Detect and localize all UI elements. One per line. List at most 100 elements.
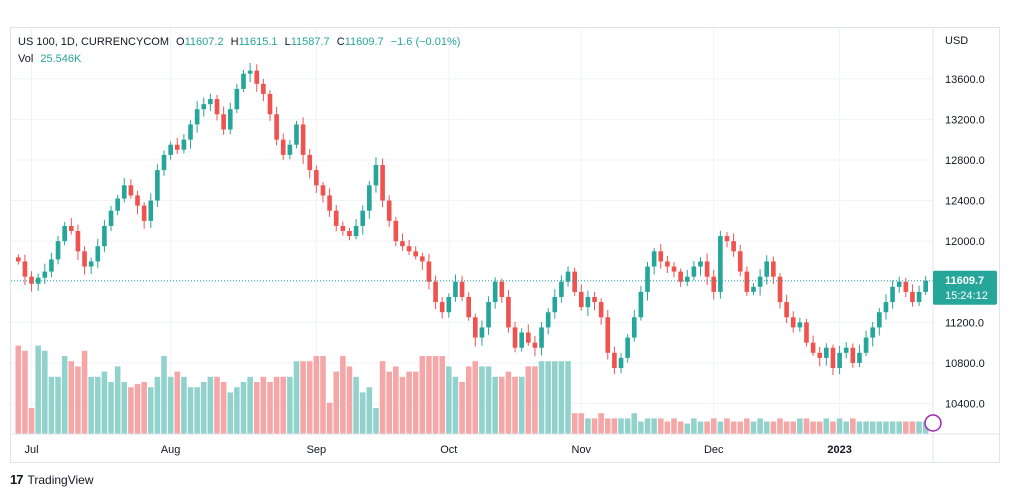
tradingview-logo-icon: 17 (10, 472, 24, 487)
candle-body (115, 198, 120, 211)
volume-bar (558, 361, 565, 434)
y-tick-label: 12800.0 (945, 155, 985, 167)
volume-bar (128, 387, 134, 434)
tradingview-branding[interactable]: 17 TradingView (10, 472, 94, 487)
price-tag-countdown: 15:24:12 (945, 290, 988, 302)
x-tick-label: Sep (307, 444, 327, 456)
volume-bar (869, 421, 876, 434)
candle-body (830, 347, 836, 369)
candle-body (539, 327, 544, 348)
candle-body (247, 70, 253, 74)
volume-bar (22, 350, 28, 434)
candle-body (221, 114, 226, 130)
volume-bar (664, 421, 671, 434)
volume-bar (724, 418, 730, 434)
candle-body (95, 246, 101, 262)
candle-body (724, 236, 730, 242)
volume-bar (379, 361, 386, 434)
volume-bar (181, 376, 187, 434)
volume-bar (850, 418, 856, 434)
volume-bar (439, 356, 445, 434)
tradingview-name: TradingView (27, 472, 94, 487)
volume-bar (512, 376, 518, 434)
candle-body (22, 261, 28, 277)
chart-frame (10, 27, 1000, 463)
volume-bar (598, 413, 604, 434)
volume-bar (114, 366, 121, 434)
candle-body (181, 139, 187, 150)
volume-bar (108, 382, 114, 434)
volume-bar (373, 408, 379, 434)
candle-body (194, 109, 200, 125)
candle-body (757, 276, 763, 287)
volume-bar (247, 376, 253, 434)
volume-bar (227, 392, 234, 434)
volume-bar (552, 361, 558, 434)
volume-bar (797, 418, 803, 434)
candle-body (631, 317, 637, 338)
candle-body (797, 322, 803, 328)
volume-bar (399, 376, 406, 434)
candle-body (373, 165, 379, 186)
candle-body (174, 144, 180, 150)
candle-body (214, 99, 220, 115)
candle-body (572, 271, 577, 292)
candle-body (499, 281, 505, 297)
volume-bar (836, 418, 843, 434)
volume-bar (896, 421, 902, 434)
volume-bar (253, 382, 260, 434)
candle-body (300, 124, 306, 155)
candle-body (883, 302, 889, 313)
volume-bar (856, 421, 863, 434)
volume-bar (651, 418, 657, 434)
volume-bar (333, 371, 340, 434)
candle-body (857, 352, 862, 363)
candle-body (314, 170, 319, 186)
candle-body (843, 347, 849, 353)
candle-body (227, 109, 233, 130)
volume-bar (863, 421, 869, 434)
volume-bar (677, 421, 684, 434)
candle-body (208, 99, 213, 105)
volume-legend: Vol 25.546K (18, 53, 85, 65)
high-value: 11615.1 (238, 36, 278, 48)
volume-bar (518, 376, 525, 434)
open-label: O (176, 36, 185, 48)
volume-bar (624, 418, 631, 434)
volume-bar (671, 418, 677, 434)
volume-bar (48, 376, 55, 434)
volume-bar (790, 421, 797, 434)
y-tick-label: 11200.0 (945, 317, 984, 329)
volume-bar (214, 376, 220, 434)
volume-bar (194, 387, 200, 434)
volume-bar (591, 418, 598, 434)
volume-bar (492, 376, 498, 434)
volume-bar (638, 421, 644, 434)
candle-body (413, 251, 419, 257)
candle-body (42, 271, 48, 278)
volume-bar (306, 361, 313, 434)
volume-bar (578, 413, 585, 434)
candle-body (744, 271, 750, 292)
volume-bar (631, 413, 638, 434)
candle-body (817, 352, 823, 358)
candle-body (565, 271, 571, 282)
candle-body (638, 291, 644, 318)
volume-bar (757, 418, 763, 434)
candle-body (837, 352, 842, 369)
volume-bar (604, 418, 611, 434)
candle-body (347, 231, 352, 237)
volume-bar (419, 356, 426, 434)
candle-body (406, 246, 412, 252)
volume-bar (710, 418, 717, 434)
volume-bar (287, 376, 293, 434)
candle-body (777, 276, 783, 303)
candle-body (592, 296, 597, 303)
y-tick-label: 12400.0 (945, 196, 985, 208)
candle-body (704, 261, 710, 277)
volume-bar (346, 366, 353, 434)
candle-body (651, 251, 657, 267)
candle-body (618, 357, 624, 369)
candle-body (896, 281, 902, 287)
